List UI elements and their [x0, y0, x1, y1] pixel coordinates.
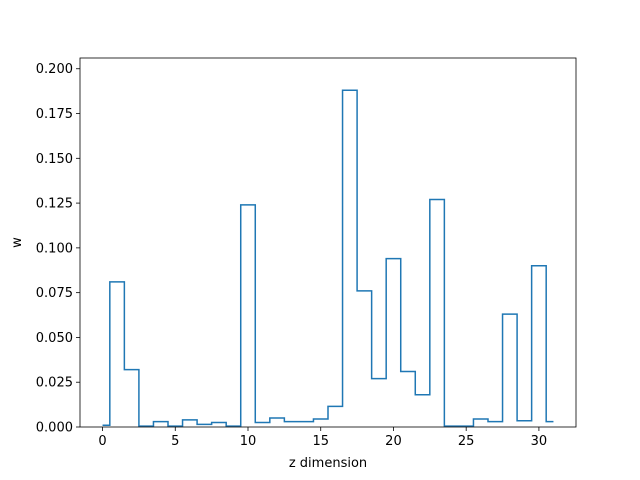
- y-tick-label: 0.050: [36, 331, 73, 346]
- y-tick-label: 0.175: [36, 107, 73, 122]
- y-tick-label: 0.150: [36, 152, 73, 167]
- x-tick-label: 20: [385, 434, 402, 449]
- y-tick-label: 0.000: [36, 421, 73, 436]
- axes-frame: [79, 57, 577, 428]
- y-tick-label: 0.075: [36, 286, 73, 301]
- x-tick-label: 30: [531, 434, 548, 449]
- x-tick-label: 25: [458, 434, 475, 449]
- y-tick-label: 0.100: [36, 241, 73, 256]
- series-line: [102, 89, 554, 427]
- x-tick-label: 10: [240, 434, 257, 449]
- y-tick-label: 0.200: [36, 62, 73, 77]
- x-tick-label: 5: [171, 434, 179, 449]
- y-tick-label: 0.025: [36, 376, 73, 391]
- y-tick-label: 0.125: [36, 197, 73, 212]
- x-axis-label: z dimension: [289, 456, 367, 471]
- y-axis-label: w: [10, 237, 25, 248]
- x-tick-label: 15: [312, 434, 329, 449]
- x-tick-label: 0: [98, 434, 106, 449]
